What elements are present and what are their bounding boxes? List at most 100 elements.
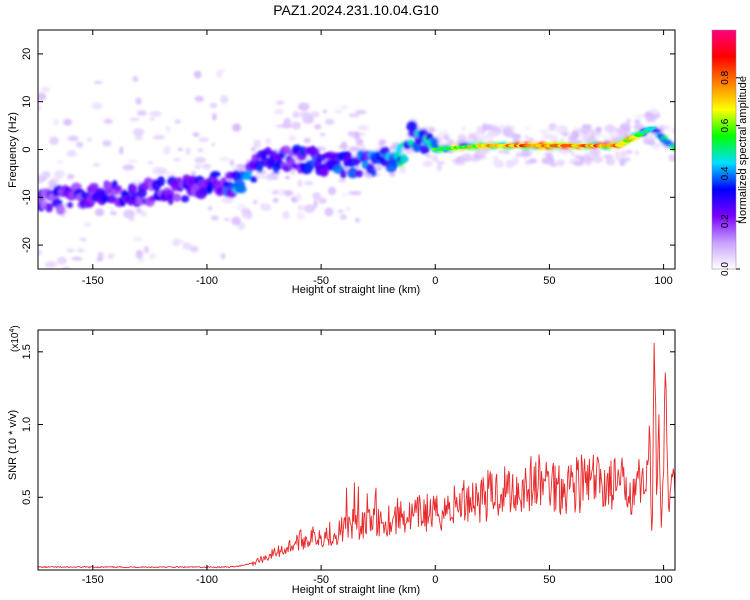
heatmap-cell bbox=[129, 117, 141, 122]
colorbar-scale bbox=[712, 30, 736, 269]
x-tick-label: 0 bbox=[432, 574, 438, 586]
heatmap-cell bbox=[528, 158, 538, 164]
heatmap-cell bbox=[143, 246, 150, 254]
snr-scale-base: (x10 bbox=[10, 332, 21, 352]
heatmap-cell bbox=[652, 143, 660, 151]
y-tick-label: 1.0 bbox=[21, 417, 33, 432]
heatmap-cell bbox=[265, 137, 272, 145]
heatmap-cell bbox=[229, 159, 235, 166]
heatmap-cell bbox=[235, 185, 247, 194]
heatmap-cell bbox=[56, 256, 67, 265]
heatmap-cell bbox=[291, 121, 301, 130]
heatmap-cell bbox=[66, 149, 77, 157]
heatmap-cell bbox=[221, 197, 234, 204]
heatmap-cell bbox=[474, 131, 481, 138]
heatmap-cell bbox=[581, 133, 592, 138]
heatmap-cell bbox=[131, 301, 139, 305]
x-tick-label: -150 bbox=[82, 574, 104, 586]
heatmap-cell bbox=[92, 162, 101, 167]
heatmap-cell bbox=[53, 118, 59, 126]
heatmap-cell bbox=[436, 162, 443, 172]
heatmap-cell bbox=[273, 109, 284, 115]
heatmap-cell bbox=[582, 155, 593, 161]
heatmap-cell bbox=[340, 104, 348, 110]
heatmap-cell bbox=[400, 153, 408, 164]
heatmap-cell bbox=[573, 160, 585, 167]
snr-scale-exponent: 4 bbox=[9, 329, 16, 333]
heatmap-cell bbox=[348, 146, 361, 152]
heatmap-cell bbox=[97, 251, 104, 261]
heatmap-cell bbox=[249, 175, 258, 183]
heatmap-cell bbox=[284, 175, 291, 180]
heatmap-cell bbox=[477, 149, 487, 157]
colorbar-tick-label: 0.0 bbox=[720, 262, 731, 276]
x-tick-label: -100 bbox=[196, 275, 218, 287]
heatmap-cell bbox=[83, 222, 92, 228]
heatmap-cell bbox=[671, 146, 675, 152]
heatmap-cell bbox=[219, 94, 229, 104]
heatmap-cell bbox=[236, 203, 248, 209]
heatmap-cell bbox=[425, 153, 432, 159]
snr-plot-area bbox=[38, 330, 675, 570]
heatmap-cell bbox=[430, 137, 439, 149]
heatmap-cell bbox=[113, 185, 123, 192]
heatmap-cell bbox=[107, 253, 115, 260]
heatmap-cell bbox=[356, 165, 361, 170]
heatmap-cell bbox=[257, 163, 264, 173]
heatmap-cell bbox=[492, 156, 499, 161]
heatmap-cell bbox=[503, 130, 516, 138]
heatmap-cell bbox=[602, 154, 614, 158]
heatmap-cell bbox=[595, 126, 602, 133]
heatmap-cell bbox=[292, 111, 300, 119]
heatmap-cell bbox=[470, 157, 481, 162]
snr-line bbox=[38, 342, 675, 569]
heatmap-cell bbox=[180, 195, 190, 203]
heatmap-cell bbox=[134, 134, 143, 141]
heatmap-cell bbox=[209, 102, 218, 109]
heatmap-cell bbox=[322, 109, 328, 114]
heatmap-cell bbox=[135, 207, 142, 214]
snr-frame bbox=[37, 329, 676, 571]
heatmap-cell bbox=[253, 139, 261, 149]
x-tick-label: 100 bbox=[654, 574, 672, 586]
heatmap-cell bbox=[49, 136, 59, 145]
colorbar: 0.0 0.2 0.4 0.6 0.8 Normalized spectral ampl… bbox=[711, 29, 749, 276]
heatmap-cell bbox=[172, 238, 180, 247]
heatmap-cell bbox=[102, 140, 112, 147]
heatmap-cell bbox=[461, 126, 466, 131]
heatmap-cell bbox=[481, 123, 488, 132]
heatmap-cell bbox=[303, 180, 314, 186]
heatmap-cell bbox=[327, 186, 337, 196]
heatmap-cell bbox=[194, 95, 205, 102]
heatmap-cell bbox=[296, 211, 305, 221]
heatmap-cell bbox=[185, 147, 191, 156]
heatmap-cell bbox=[55, 293, 59, 299]
heatmap-cell bbox=[502, 149, 510, 155]
heatmap-cell bbox=[342, 193, 347, 197]
heatmap-cell bbox=[348, 191, 355, 195]
heatmap-cell bbox=[324, 207, 334, 217]
x-tick-label: 50 bbox=[543, 275, 555, 287]
heatmap-cell bbox=[182, 242, 192, 250]
heatmap-cell bbox=[206, 288, 213, 293]
heatmap-cell bbox=[338, 179, 347, 183]
heatmap-cell bbox=[95, 298, 104, 303]
x-tick-label: 50 bbox=[543, 574, 555, 586]
spectrogram-heatmap bbox=[38, 68, 675, 305]
snr-panel: -150 -100 -50 0 50 100 0.5 1.0 1.5 Height of st… bbox=[7, 325, 676, 596]
heatmap-cell bbox=[297, 179, 303, 188]
heatmap-cell bbox=[219, 156, 230, 162]
heatmap-cell bbox=[122, 164, 135, 171]
heatmap-cell bbox=[162, 145, 171, 155]
heatmap-cell bbox=[38, 92, 47, 102]
heatmap-cell bbox=[38, 176, 44, 184]
heatmap-cell bbox=[75, 141, 84, 148]
heatmap-cell bbox=[345, 206, 351, 211]
heatmap-cell bbox=[325, 118, 335, 125]
heatmap-cell bbox=[644, 112, 655, 117]
heatmap-cell bbox=[337, 209, 344, 214]
heatmap-cell bbox=[299, 111, 311, 119]
y-tick-label: 0.5 bbox=[21, 490, 33, 505]
heatmap-cell bbox=[193, 70, 202, 79]
heatmap-cell bbox=[216, 69, 223, 79]
